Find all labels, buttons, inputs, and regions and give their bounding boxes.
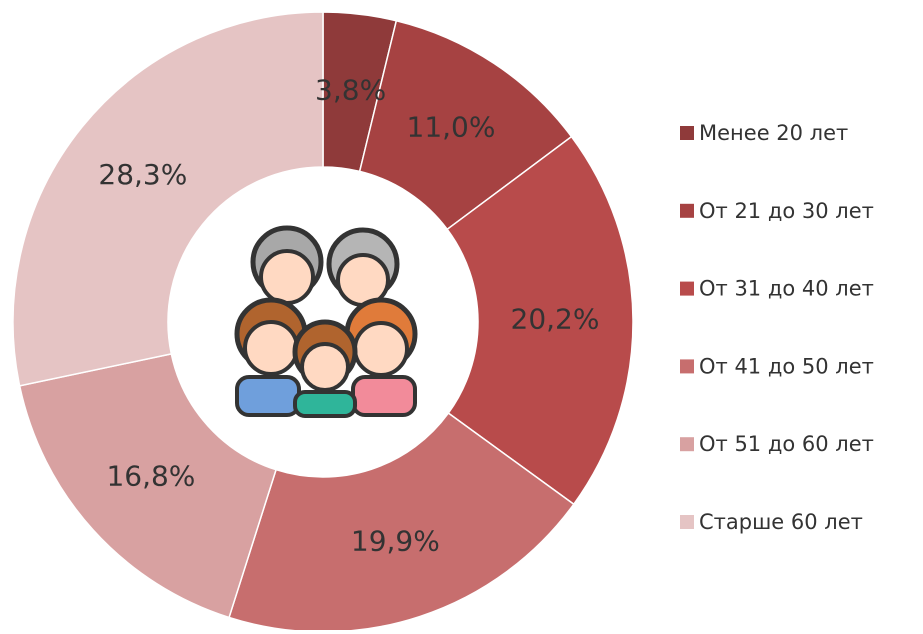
slice-label: 16,8% bbox=[106, 460, 195, 493]
slice-label: 11,0% bbox=[407, 110, 496, 143]
chart: 3,8% 11,0% 20,2% 19,9% 16,8% 28,3% Менее 20 л… bbox=[0, 0, 923, 630]
legend-swatch bbox=[680, 515, 694, 529]
legend-label: От 31 до 40 лет bbox=[699, 277, 874, 301]
slice-label: 28,3% bbox=[98, 158, 187, 191]
page: {"chart_data": { "type": "donut", "categ… bbox=[0, 0, 923, 630]
legend-swatch bbox=[680, 437, 694, 451]
legend-label: От 41 до 50 лет bbox=[699, 354, 874, 378]
legend-swatch bbox=[680, 282, 694, 296]
legend-label: Менее 20 лет bbox=[699, 121, 848, 145]
legend-swatch bbox=[680, 126, 694, 140]
slice-label: 20,2% bbox=[511, 303, 600, 336]
legend-label: Старше 60 лет bbox=[699, 510, 863, 534]
legend-swatch bbox=[680, 359, 694, 373]
slice-label: 3,8% bbox=[315, 74, 386, 107]
legend-label: От 51 до 60 лет bbox=[699, 432, 874, 456]
legend-label: От 21 до 30 лет bbox=[699, 199, 874, 223]
slice-label: 19,9% bbox=[351, 524, 440, 557]
legend: Менее 20 лет От 21 до 30 лет От 31 до 40 л… bbox=[680, 121, 874, 534]
legend-swatch bbox=[680, 204, 694, 218]
